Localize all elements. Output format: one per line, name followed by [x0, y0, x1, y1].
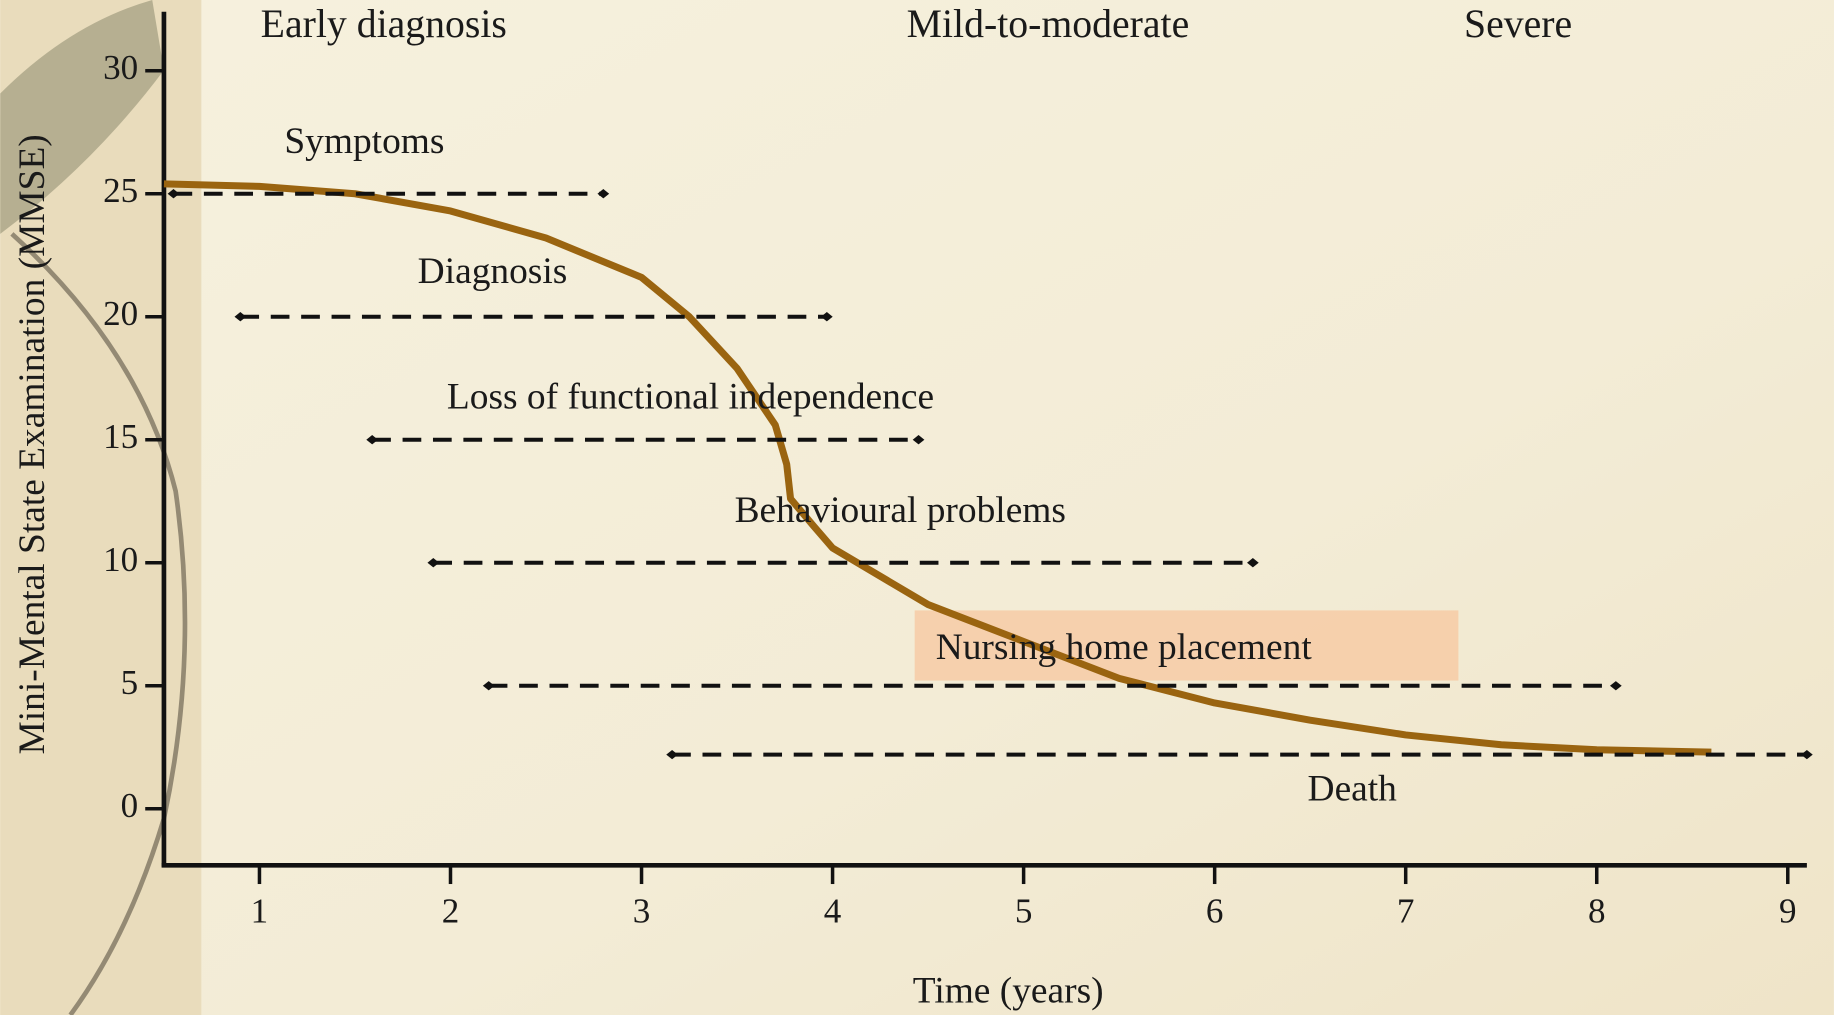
x-tick-label: 7 — [1397, 891, 1415, 930]
x-axis-title: Time (years) — [913, 971, 1104, 1012]
range-label: Nursing home placement — [936, 627, 1313, 668]
y-tick-label: 25 — [103, 171, 138, 210]
y-tick-label: 15 — [103, 417, 138, 456]
y-axis-title: Mini-Mental State Examination (MMSE) — [12, 134, 53, 754]
x-tick-label: 5 — [1015, 891, 1033, 930]
y-tick-label: 0 — [121, 786, 139, 825]
phase-label: Mild-to-moderate — [907, 2, 1190, 46]
x-tick-label: 2 — [442, 891, 460, 930]
range-label: Loss of functional independence — [447, 377, 934, 418]
x-tick-label: 4 — [824, 891, 842, 930]
y-tick-label: 5 — [121, 663, 139, 702]
y-tick-label: 20 — [103, 294, 138, 333]
range-label: Death — [1308, 769, 1398, 810]
x-tick-label: 6 — [1206, 891, 1224, 930]
x-tick-label: 1 — [251, 891, 269, 930]
y-tick-label: 30 — [103, 48, 138, 87]
range-label: Symptoms — [284, 121, 444, 162]
phase-label: Early diagnosis — [261, 2, 507, 46]
x-tick-label: 9 — [1779, 891, 1797, 930]
range-label: Diagnosis — [418, 251, 568, 292]
range-label: Behavioural problems — [735, 490, 1066, 531]
phase-label: Severe — [1464, 2, 1572, 46]
chart: Early diagnosis Mild-to-moderate Severe … — [0, 0, 1834, 1015]
x-tick-label: 3 — [633, 891, 651, 930]
y-tick-label: 10 — [103, 540, 138, 579]
x-tick-label: 8 — [1588, 891, 1606, 930]
